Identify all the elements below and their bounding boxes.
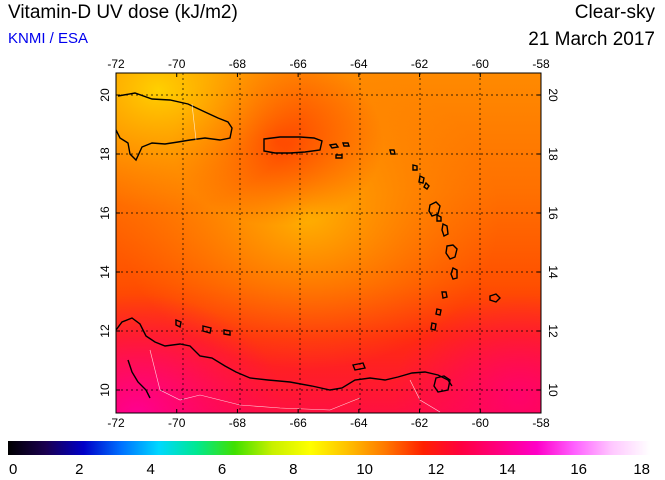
lat-label-left: 10 <box>98 383 112 397</box>
colorbar: 0 2 4 6 8 10 12 14 16 18 <box>8 441 650 478</box>
colorbar-label: 4 <box>146 461 154 478</box>
lat-label-left: 16 <box>98 206 112 220</box>
coastlines <box>116 92 501 399</box>
colorbar-label: 12 <box>428 461 445 478</box>
lat-label-right: 18 <box>546 147 560 161</box>
lat-label-right: 16 <box>546 206 560 220</box>
lon-label-bottom: -58 <box>532 416 550 430</box>
lon-label-top: -62 <box>411 57 429 71</box>
credit-label: KNMI / ESA <box>8 30 89 47</box>
lon-label-bottom: -70 <box>168 416 186 430</box>
uv-field <box>116 73 541 413</box>
lon-label-top: -64 <box>350 57 368 71</box>
map-date: 21 March 2017 <box>528 29 655 50</box>
axis-ticks: -72 -72 -70 -70 -68 -68 -66 -66 -64 -64 -62 -62 -60 -… <box>98 57 560 430</box>
colorbar-label: 6 <box>218 461 226 478</box>
colorbar-label: 16 <box>570 461 587 478</box>
colorbar-label: 18 <box>633 461 650 478</box>
lat-label-right: 12 <box>546 324 560 338</box>
lon-label-top: -60 <box>472 57 490 71</box>
lon-label-bottom: -60 <box>472 416 490 430</box>
lon-label-top: -72 <box>107 57 125 71</box>
lon-label-top: -66 <box>289 57 307 71</box>
lon-label-top: -70 <box>168 57 186 71</box>
map-frame <box>115 72 542 414</box>
lat-label-left: 20 <box>98 88 112 102</box>
colorbar-label: 14 <box>499 461 516 478</box>
colorbar-label: 8 <box>289 461 297 478</box>
lon-label-bottom: -62 <box>411 416 429 430</box>
coast-puerto-rico <box>263 136 323 154</box>
coast-south-america <box>116 317 453 391</box>
colorbar-label: 10 <box>356 461 373 478</box>
lat-label-left: 14 <box>98 265 112 279</box>
lon-label-bottom: -68 <box>229 416 247 430</box>
graticule <box>116 73 541 413</box>
lon-label-bottom: -66 <box>289 416 307 430</box>
lat-label-left: 18 <box>98 147 112 161</box>
lon-label-bottom: -64 <box>350 416 368 430</box>
lat-label-right: 20 <box>546 88 560 102</box>
colorbar-label: 0 <box>9 461 17 478</box>
lat-label-right: 14 <box>546 265 560 279</box>
colorbar-gradient <box>8 441 650 455</box>
map-title: Vitamin-D UV dose (kJ/m2) <box>8 2 238 23</box>
coast-hispaniola <box>116 92 233 162</box>
colorbar-label: 2 <box>75 461 83 478</box>
lon-label-top: -58 <box>532 57 550 71</box>
lat-label-right: 10 <box>546 383 560 397</box>
lon-label-bottom: -72 <box>107 416 125 430</box>
lon-label-top: -68 <box>229 57 247 71</box>
sky-condition: Clear-sky <box>574 2 655 23</box>
lat-label-left: 12 <box>98 324 112 338</box>
